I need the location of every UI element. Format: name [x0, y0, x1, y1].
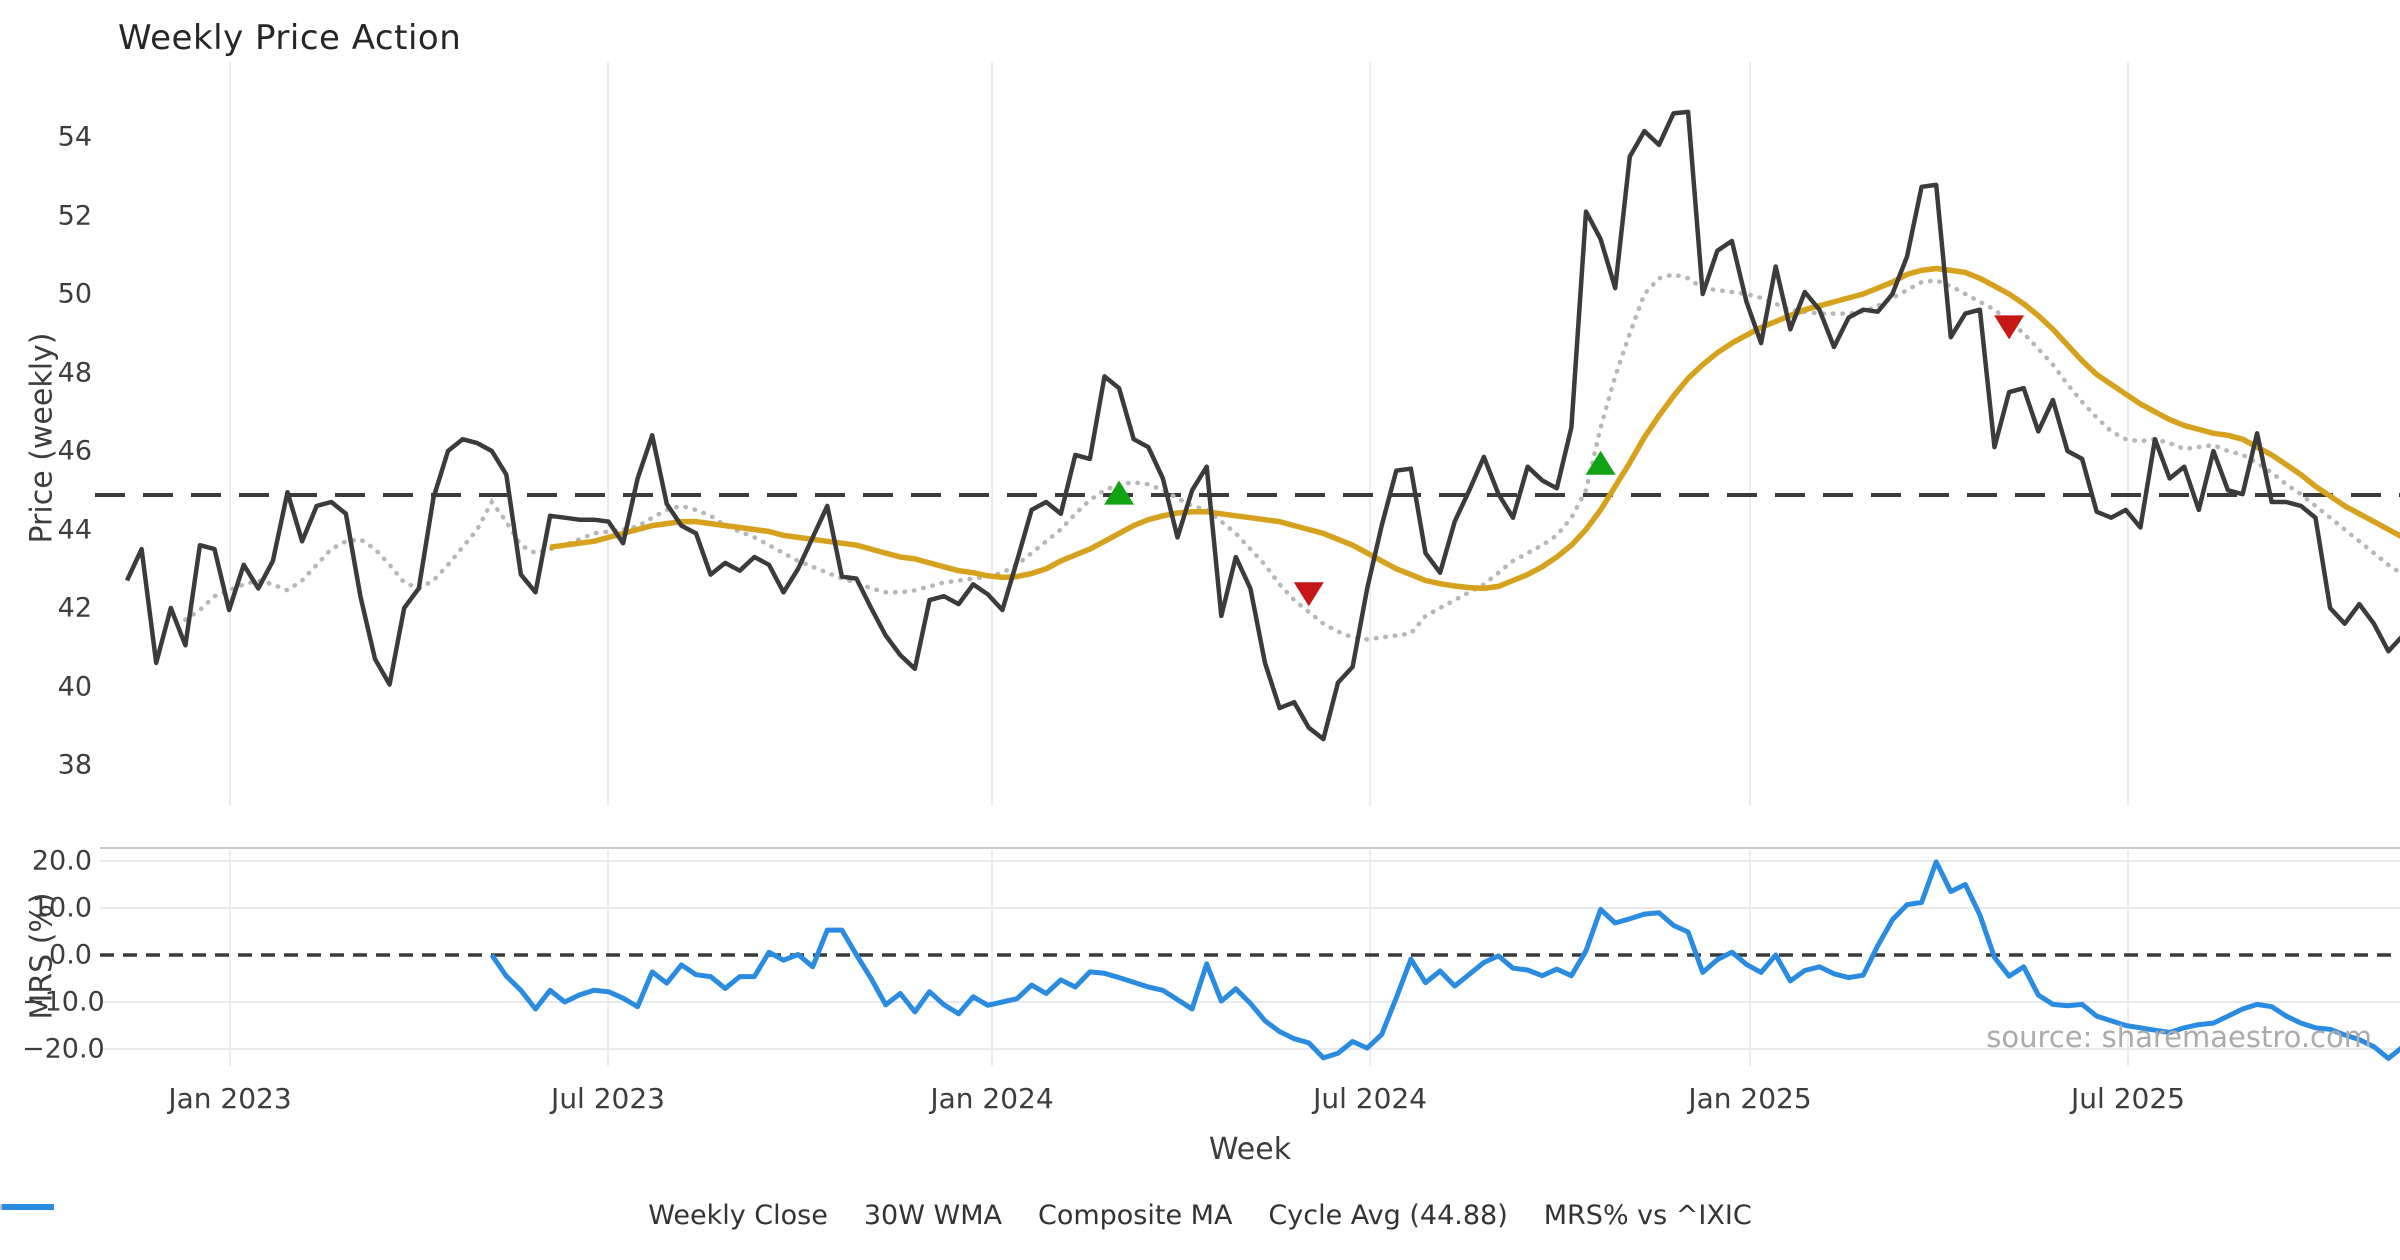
legend-item: Cycle Avg (44.88): [2, 1200, 1508, 1231]
x-tick-label: Jan 2024: [930, 1082, 1054, 1115]
legend-item: Composite MA: [0, 1200, 1233, 1231]
price-ytick-label: 42: [57, 592, 92, 624]
mrs-ytick-label: 0.0: [49, 939, 92, 971]
price-ytick-label: 40: [57, 671, 92, 702]
sell-signal-triangle-down-icon: [1293, 582, 1324, 607]
legend-item: Weekly Close: [2, 1200, 828, 1231]
legend-label: MRS% vs ^IXIC: [1543, 1200, 1752, 1231]
weekly-close-line: [124, 109, 2400, 742]
chart-title: Weekly Price Action: [118, 18, 462, 58]
x-tick-label: Jan 2025: [1688, 1082, 1812, 1115]
price-ytick-label: 44: [57, 514, 92, 545]
composite-ma-line: [183, 272, 2400, 642]
price-ytick-label: 52: [57, 200, 92, 231]
x-tick-label: Jul 2024: [1313, 1082, 1428, 1115]
legend-swatch-solid-icon: [2, 1204, 54, 1210]
mrs-ytick-label: −20.0: [22, 1033, 105, 1065]
mrs-ytick-label: 20.0: [31, 845, 92, 877]
buy-signal-triangle-up-icon: [1585, 450, 1616, 475]
legend-label: Composite MA: [1037, 1200, 1233, 1231]
price-ytick-label: 46: [57, 435, 92, 467]
price-ytick-label: 54: [57, 121, 92, 153]
mrs-ytick-label: −10.0: [22, 986, 105, 1018]
mrs-line: [489, 859, 2400, 1061]
mrs-ytick-label: 10.0: [31, 892, 92, 924]
x-tick-label: Jul 2025: [2071, 1082, 2185, 1115]
legend-label: 30W WMA: [863, 1200, 1002, 1231]
x-tick-label: Jan 2023: [168, 1082, 292, 1115]
price-ytick-label: 38: [57, 749, 92, 781]
source-watermark: source: sharemaestro.com: [1986, 1020, 2372, 1054]
sell-signal-triangle-down-icon: [1994, 315, 2025, 340]
legend-item: MRS% vs ^IXIC: [2, 1200, 1752, 1231]
wma-30w-line: [549, 265, 2400, 592]
x-axis-label: Week: [1208, 1132, 1292, 1167]
buy-signal-triangle-up-icon: [1104, 480, 1135, 505]
price-ytick-label: 50: [57, 278, 92, 310]
price-ytick-label: 48: [57, 357, 92, 388]
x-tick-label: Jul 2023: [551, 1082, 666, 1115]
chart-legend: Weekly Close 30W WMA Composite MA Cycle Avg…: [0, 1200, 2400, 1231]
legend-label: Weekly Close: [648, 1200, 828, 1231]
legend-item: 30W WMA: [2, 1200, 1002, 1231]
legend-label: Cycle Avg (44.88): [1268, 1200, 1508, 1231]
